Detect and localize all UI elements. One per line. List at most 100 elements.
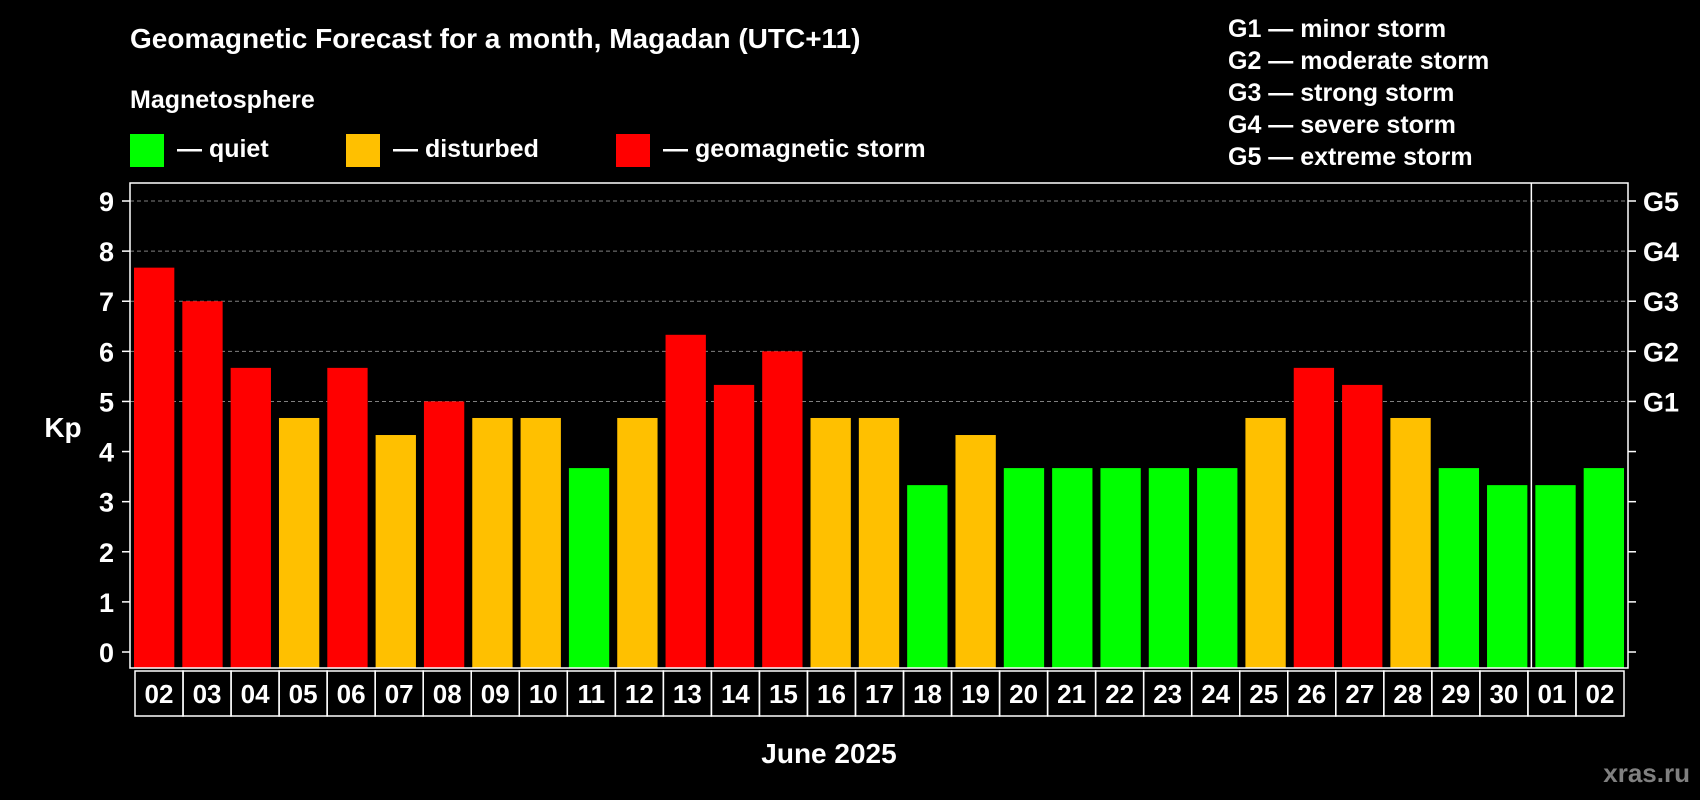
x-tick-label: 17 (865, 679, 894, 709)
g-axis: G1 G2 G3 G4 G5 (1643, 187, 1679, 417)
x-tick-label: 21 (1057, 679, 1086, 709)
g-scale-legend-item: G4 — severe storm (1228, 111, 1456, 139)
x-tick-label: 30 (1489, 679, 1518, 709)
x-tick-label: 02 (1586, 679, 1615, 709)
x-category-box (1575, 670, 1625, 717)
x-tick-label: 22 (1105, 679, 1134, 709)
x-tick-label: 01 (1537, 679, 1566, 709)
bar-05-3 (278, 417, 320, 668)
bar-17-15 (858, 417, 900, 668)
g-scale-legend-item: G1 — minor storm (1228, 15, 1446, 43)
bar-18-16 (907, 485, 948, 668)
y-tick-label: 1 (99, 588, 114, 618)
bar-19-17 (955, 435, 996, 668)
y-axis: 0 1 2 3 4 5 6 7 8 9 (99, 187, 1636, 668)
chart-title: Geomagnetic Forecast for a month, Magada… (130, 23, 860, 54)
y-axis-label: Kp (44, 412, 81, 443)
y-tick-label: 6 (99, 337, 114, 367)
y-tick-label: 5 (99, 387, 114, 417)
bar-08-6 (423, 401, 465, 668)
bar-10-8 (520, 417, 561, 668)
g-scale-legend-item: G3 — strong storm (1228, 79, 1454, 107)
bar-14-12 (713, 384, 755, 668)
g-scale-legend: G1 — minor storm G2 — moderate storm G3 — … (1228, 15, 1489, 171)
g-axis-label-G4: G4 (1643, 237, 1679, 267)
bar-24-22 (1197, 468, 1238, 668)
y-tick-label: 7 (99, 287, 114, 317)
x-tick-label: 02 (145, 679, 174, 709)
x-axis: 02 03 04 05 06 07 08 09 10 11 12 13 14 15 16 17 18 19 20 21… (134, 670, 1625, 717)
y-tick-label: 4 (99, 438, 114, 468)
legend-label: — geomagnetic storm (663, 135, 926, 163)
x-tick-label: 28 (1393, 679, 1422, 709)
watermark: xras.ru (1603, 758, 1690, 788)
bar-27-25 (1342, 384, 1383, 668)
g-scale-legend-item: G5 — extreme storm (1228, 143, 1473, 171)
y-tick-label: 9 (99, 187, 114, 217)
grid (130, 200, 1628, 402)
x-tick-label: 23 (1153, 679, 1182, 709)
bar-12-10 (617, 417, 658, 668)
bar-06-4 (327, 367, 368, 668)
x-tick-label: 09 (481, 679, 510, 709)
x-tick-label: 06 (337, 679, 366, 709)
y-tick-label: 0 (99, 638, 114, 668)
x-tick-label: 11 (578, 679, 606, 709)
bar-11-9 (568, 468, 610, 668)
bar-21-19 (1052, 468, 1093, 668)
legend: — quiet — disturbed — geomagnetic storm (130, 134, 926, 167)
y-tick-label: 8 (99, 237, 114, 267)
y-tick-label: 3 (99, 488, 114, 518)
legend-title: Magnetosphere (130, 86, 315, 114)
x-tick-label: 12 (625, 679, 654, 709)
bar-07-5 (375, 435, 416, 668)
legend-swatch-0 (130, 134, 164, 167)
x-tick-label: 03 (193, 679, 222, 709)
bar-23-21 (1148, 468, 1190, 668)
g-axis-label-G3: G3 (1643, 287, 1679, 317)
x-tick-label: 25 (1249, 679, 1278, 709)
bar-29-27 (1438, 468, 1480, 668)
y-tick-label: 2 (99, 538, 114, 568)
x-tick-label: 16 (817, 679, 846, 709)
bars (134, 267, 1624, 668)
bar-28-26 (1390, 417, 1431, 668)
x-axis-label: June 2025 (761, 738, 896, 769)
bar-09-7 (472, 417, 513, 668)
x-tick-label: 26 (1297, 679, 1326, 709)
legend-label: — quiet (177, 135, 269, 163)
plot-frame (129, 182, 1629, 669)
x-tick-label: 05 (289, 679, 318, 709)
x-tick-label: 24 (1201, 679, 1230, 709)
g-axis-label-G5: G5 (1643, 187, 1679, 217)
bar-25-23 (1245, 417, 1286, 668)
x-tick-label: 10 (529, 679, 558, 709)
x-tick-label: 27 (1345, 679, 1374, 709)
x-tick-label: 18 (913, 679, 942, 709)
legend-swatch-1 (346, 134, 380, 167)
x-tick-label: 13 (673, 679, 702, 709)
legend-swatch-2 (616, 134, 650, 167)
bar-13-11 (665, 334, 706, 668)
g-axis-label-G1: G1 (1643, 387, 1679, 417)
x-tick-label: 29 (1441, 679, 1470, 709)
x-tick-label: 07 (385, 679, 414, 709)
bar-02-0 (134, 267, 175, 668)
x-tick-label: 20 (1009, 679, 1038, 709)
g-scale-legend-item: G2 — moderate storm (1228, 47, 1489, 75)
bar-16-14 (810, 417, 851, 668)
plot-border (129, 182, 1629, 669)
bar-26-24 (1293, 367, 1335, 668)
bar-01-29 (1535, 485, 1576, 668)
bar-03-1 (182, 301, 223, 668)
bar-22-20 (1100, 468, 1141, 668)
g-axis-label-G2: G2 (1643, 337, 1679, 367)
bar-20-18 (1003, 468, 1045, 668)
x-tick-label: 08 (433, 679, 462, 709)
x-tick-label: 19 (961, 679, 990, 709)
bar-15-13 (762, 351, 803, 668)
bar-30-28 (1487, 485, 1528, 668)
x-tick-label: 14 (721, 679, 750, 709)
legend-label: — disturbed (393, 135, 539, 163)
